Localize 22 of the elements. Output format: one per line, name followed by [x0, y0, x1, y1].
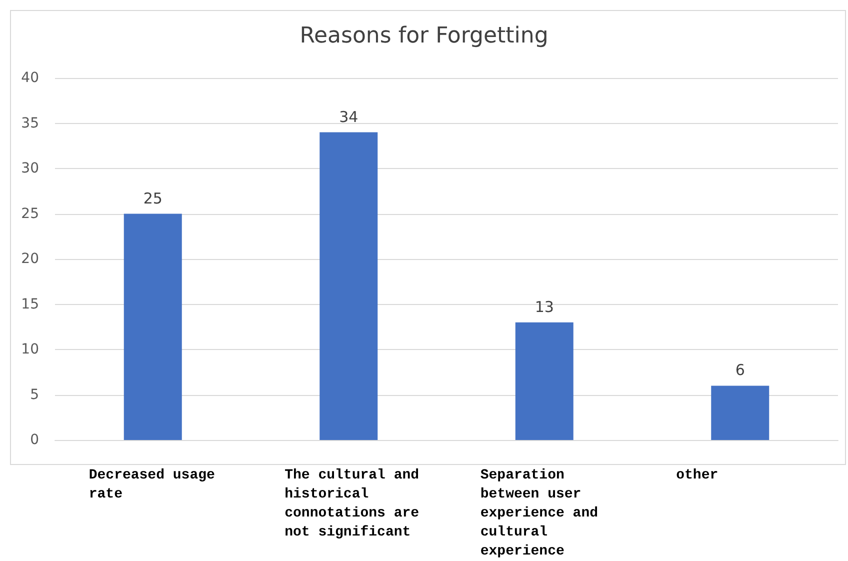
chart-title: Reasons for Forgetting — [300, 24, 548, 48]
x-tick-label: The cultural and historical connotations are not significant — [284, 468, 428, 540]
data-label: 6 — [735, 361, 745, 380]
x-tick-label: Separation between user experience and cultural experience — [480, 468, 606, 560]
data-label: 34 — [339, 108, 358, 126]
y-tick-label: 5 — [30, 386, 39, 403]
y-tick-label: 35 — [21, 115, 39, 132]
y-tick-label: 10 — [21, 342, 39, 358]
bar — [320, 132, 378, 440]
y-tick-label: 40 — [21, 70, 39, 86]
y-tick-label: 30 — [21, 160, 39, 176]
y-tick-label: 15 — [21, 296, 39, 312]
bar — [124, 214, 182, 440]
y-tick-label: 0 — [30, 432, 39, 448]
bar — [711, 386, 770, 440]
data-label: 13 — [534, 298, 554, 316]
data-label: 25 — [143, 189, 162, 208]
x-tick-label: other — [676, 468, 718, 484]
bar — [515, 322, 574, 440]
y-tick-label: 25 — [21, 206, 39, 222]
x-tick-label: Decreased usage rate — [88, 468, 224, 502]
y-tick-label: 20 — [21, 251, 39, 267]
